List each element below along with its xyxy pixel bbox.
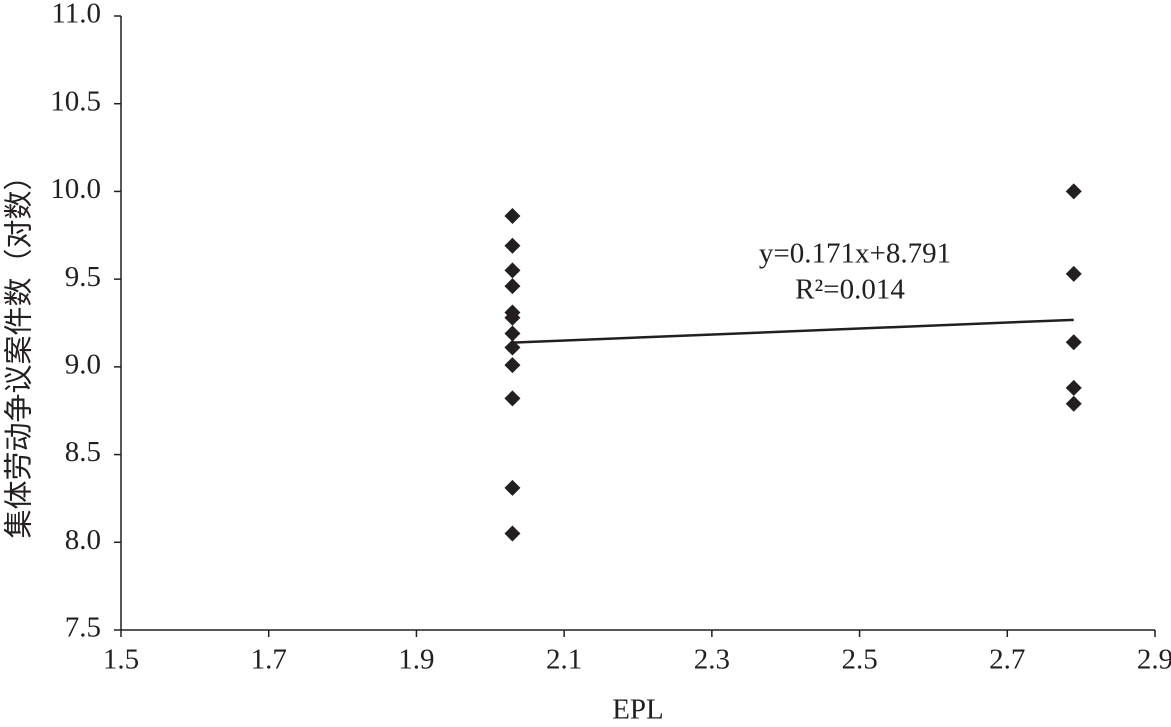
y-axis-label: 集体劳动争议案件数（对数） [3,161,36,538]
y-tick-label: 8.0 [65,524,101,556]
point [1065,379,1082,396]
x-tick-label: 1.9 [398,644,434,676]
point [504,479,521,496]
point [504,357,521,374]
x-tick-label: 2.3 [694,644,730,676]
point [504,237,521,254]
point [1065,334,1082,351]
x-tick-label: 1.7 [251,644,287,676]
x-tick-label: 2.9 [1137,644,1171,676]
point [504,390,521,407]
trendline-equation: y=0.171x+8.791 [759,238,951,270]
y-tick-label: 7.5 [65,612,101,644]
point [504,278,521,295]
y-tick-label: 9.5 [65,261,101,293]
point [1065,183,1082,200]
y-tick-label: 10.0 [50,173,101,205]
point [504,525,521,542]
y-tick-label: 8.5 [65,436,101,468]
y-tick-label: 11.0 [51,0,101,30]
point [504,309,521,326]
y-tick-label: 9.0 [65,349,101,381]
point [504,207,521,224]
x-tick-label: 2.1 [546,644,582,676]
x-tick-label: 2.5 [841,644,877,676]
trendline-r2: R²=0.014 [795,274,905,306]
x-tick-label: 1.5 [103,644,139,676]
y-tick-label: 10.5 [50,85,101,117]
point [1065,395,1082,412]
x-tick-label: 2.7 [989,644,1025,676]
x-axis-label: EPL [612,694,664,726]
point [504,325,521,342]
point [1065,265,1082,282]
point [504,262,521,279]
trendline [512,318,1074,344]
